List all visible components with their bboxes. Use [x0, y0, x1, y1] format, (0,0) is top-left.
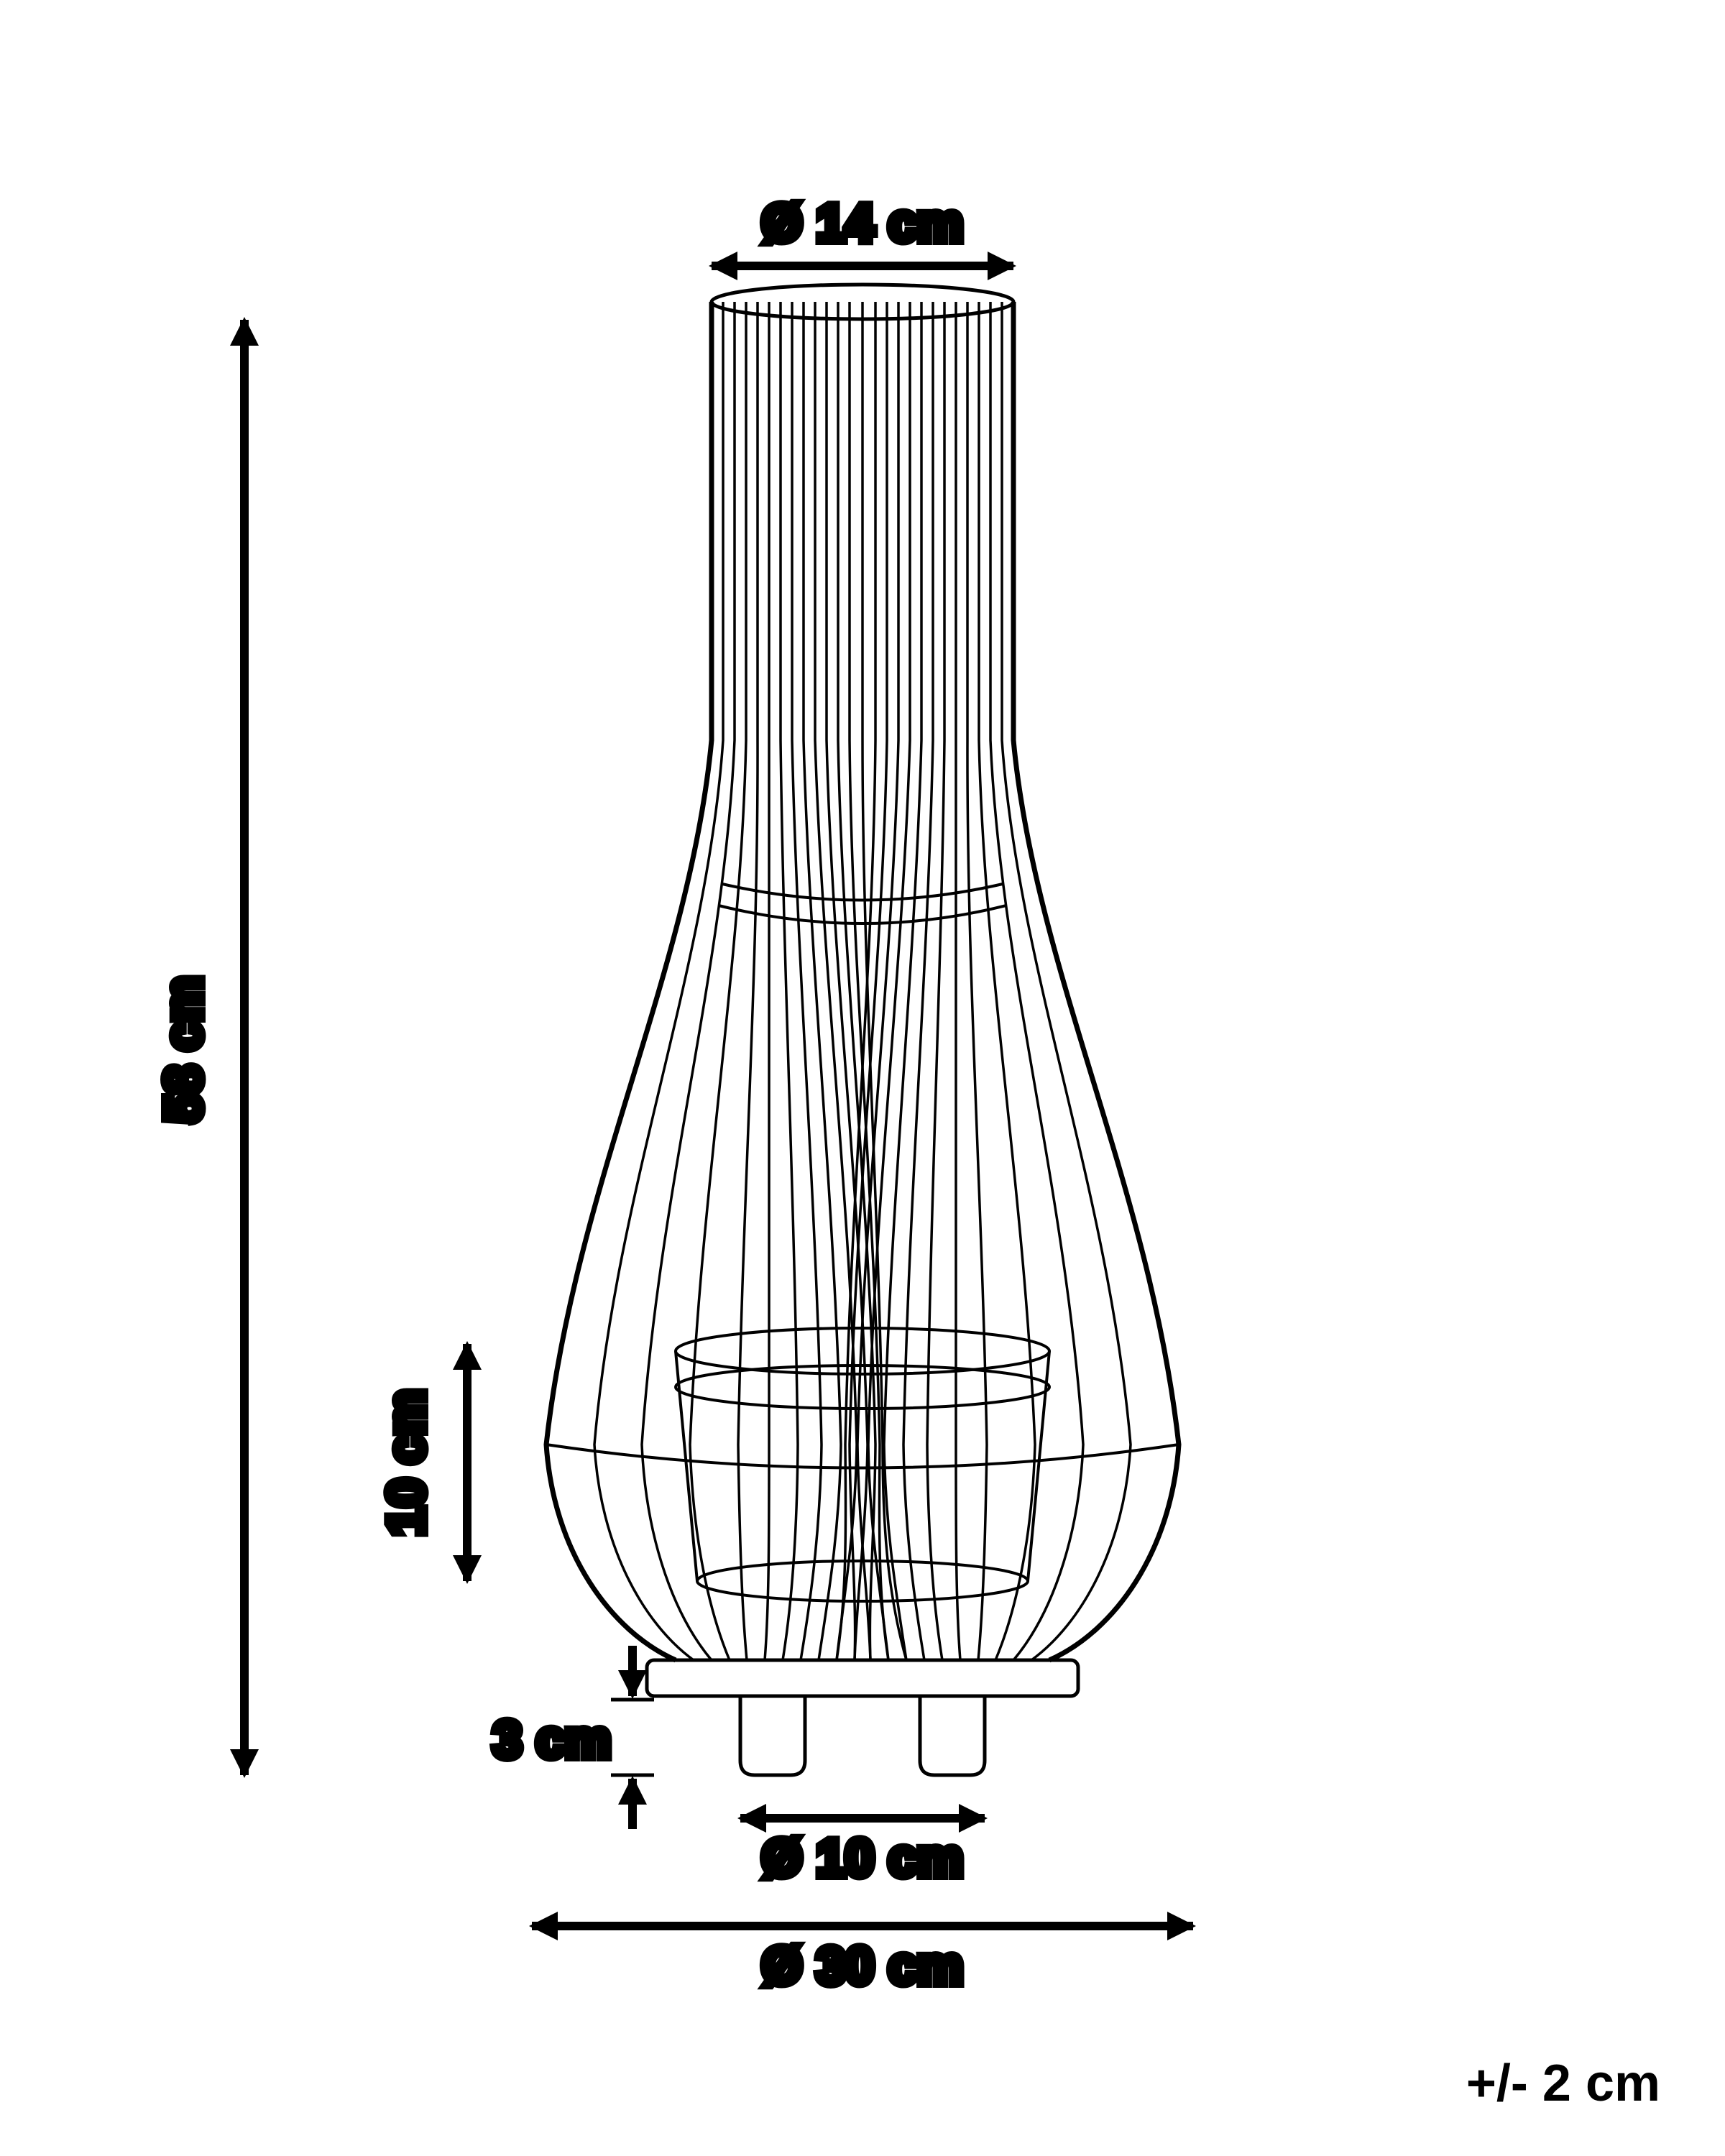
label-foot-height: 3 cm — [493, 1711, 611, 1769]
tolerance-label: +/- 2 cm — [1466, 2054, 1660, 2113]
label-top-diameter: Ø 14 cm — [762, 195, 963, 252]
label-base-diameter: Ø 30 cm — [762, 1938, 963, 1995]
lantern-feet — [740, 1696, 985, 1775]
label-foot-diameter: Ø 10 cm — [762, 1830, 963, 1887]
lantern-slats — [594, 302, 1131, 1660]
label-total-height: 58 cm — [155, 976, 213, 1123]
lantern-illustration — [546, 285, 1179, 1775]
label-inner-height: 10 cm — [378, 1389, 436, 1536]
dimension-diagram: Ø 14 cm 58 cm 10 cm 3 cm Ø 10 cm Ø 30 cm — [0, 0, 1725, 2156]
